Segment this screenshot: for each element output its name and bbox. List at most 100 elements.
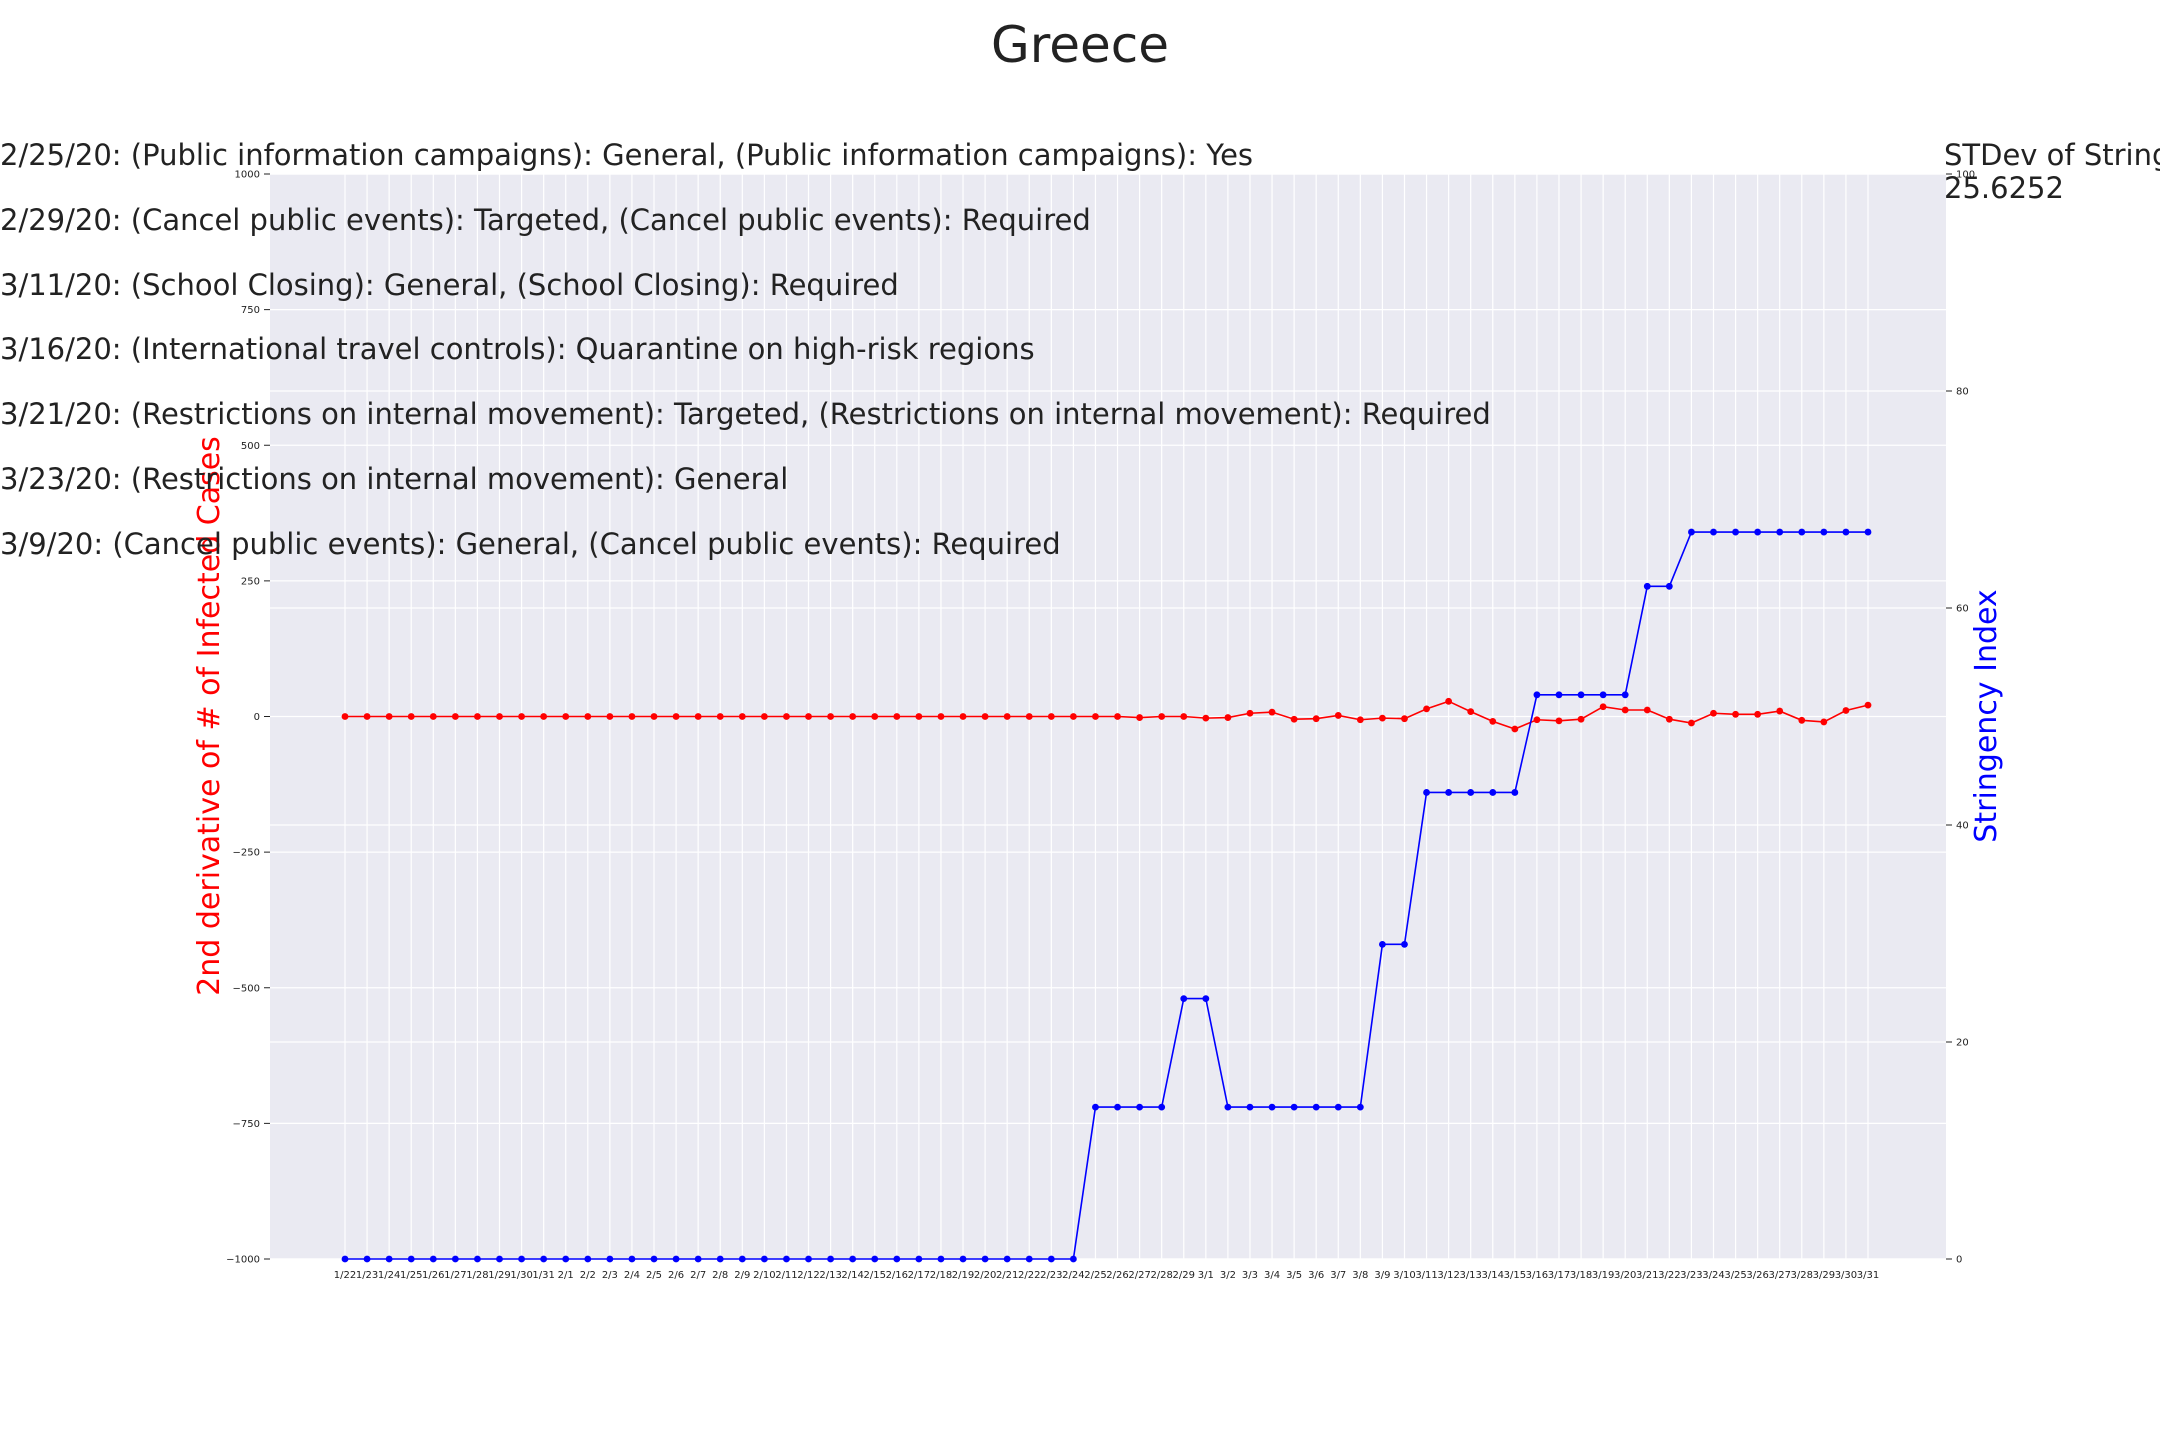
data-point: [1180, 713, 1188, 720]
data-point: [341, 713, 349, 720]
x-tick-label: 2/6: [668, 1270, 684, 1281]
annotation: 2/29/20: (Cancel public events): Targete…: [0, 203, 1091, 237]
data-point: [1820, 718, 1828, 726]
data-point: [893, 1255, 901, 1263]
data-point: [1268, 1103, 1276, 1111]
left-tick-label: 750: [241, 305, 260, 316]
x-tick-label: 2/26: [1106, 1270, 1128, 1281]
data-point: [474, 1255, 481, 1263]
right-tick-label: 20: [1956, 1038, 1969, 1049]
data-point: [562, 1255, 570, 1263]
x-tick-label: 2/1: [558, 1270, 574, 1281]
x-tick-label: 2/8: [712, 1270, 728, 1281]
data-point: [1025, 713, 1033, 720]
data-point: [518, 713, 525, 720]
stdev-label: STDev of Stringency: [1944, 138, 2160, 172]
left-tick-label: −500: [233, 983, 260, 994]
x-tick-label: 3/4: [1264, 1270, 1280, 1281]
right-tick-label: 100: [1956, 170, 1975, 181]
data-point: [1555, 691, 1563, 699]
data-point: [1334, 712, 1342, 719]
x-tick-label: 2/10: [753, 1270, 775, 1281]
series-derivative: [341, 697, 1872, 733]
data-point: [915, 1255, 923, 1263]
data-point: [849, 713, 857, 720]
data-point: [915, 713, 923, 720]
x-tick-label: 3/3: [1242, 1270, 1258, 1281]
x-tick-label: 2/18: [930, 1270, 952, 1281]
x-tick-label: 3/12: [1437, 1270, 1459, 1281]
data-point: [1047, 1255, 1055, 1263]
data-point: [606, 713, 614, 720]
data-point: [540, 1255, 548, 1263]
data-point: [1820, 528, 1828, 536]
annotation: 3/23/20: (Restrictions on internal movem…: [0, 462, 788, 496]
data-point: [871, 1255, 879, 1263]
x-tick-label: 1/25: [400, 1270, 422, 1281]
x-tick-label: 3/30: [1835, 1270, 1857, 1281]
data-point: [1180, 995, 1188, 1002]
data-point: [738, 1255, 746, 1263]
data-point: [1533, 691, 1541, 699]
left-tick-label: −1000: [226, 1255, 260, 1266]
annotation: 3/11/20: (School Closing): General, (Sch…: [0, 268, 899, 302]
x-tick-label: 1/26: [422, 1270, 444, 1281]
x-tick-label: 3/31: [1857, 1270, 1879, 1281]
data-point: [1643, 706, 1651, 714]
data-point: [1467, 708, 1475, 716]
x-tick-label: 3/14: [1482, 1270, 1504, 1281]
data-point: [407, 1255, 415, 1263]
x-tick-label: 1/24: [378, 1270, 400, 1281]
x-tick-label: 2/17: [908, 1270, 930, 1281]
x-tick-label: 2/25: [1084, 1270, 1106, 1281]
data-point: [1754, 710, 1762, 718]
data-point: [937, 1255, 945, 1263]
annotation: 3/9/20: (Cancel public events): General,…: [0, 527, 1061, 561]
series-stringency: [341, 528, 1872, 1263]
data-point: [1732, 528, 1739, 536]
data-point: [760, 1255, 768, 1263]
x-tick-label: 3/27: [1768, 1270, 1790, 1281]
data-point: [1092, 713, 1099, 720]
x-tick-label: 2/11: [775, 1270, 797, 1281]
data-point: [1776, 707, 1784, 715]
x-tick-label: 3/1: [1198, 1270, 1214, 1281]
data-point: [1069, 713, 1077, 720]
x-tick-label: 3/29: [1813, 1270, 1835, 1281]
data-point: [429, 1255, 437, 1263]
data-point: [1754, 528, 1762, 536]
data-point: [1710, 528, 1717, 536]
x-tick-label: 3/15: [1504, 1270, 1526, 1281]
data-point: [584, 713, 592, 720]
data-point: [1047, 713, 1055, 720]
data-point: [1003, 713, 1011, 720]
data-point: [1069, 1255, 1077, 1263]
x-tick-label: 2/13: [819, 1270, 841, 1281]
series: [341, 528, 1872, 1263]
data-point: [1092, 1103, 1099, 1111]
data-point: [893, 713, 901, 720]
data-point: [606, 1255, 614, 1263]
x-tick-label: 2/21: [996, 1270, 1018, 1281]
x-tick-label: 3/20: [1614, 1270, 1636, 1281]
data-point: [959, 1255, 967, 1263]
x-tick-label: 3/5: [1286, 1270, 1302, 1281]
data-point: [694, 713, 702, 720]
left-y-axis-label: 2nd derivative of # of Infected Cases: [192, 436, 227, 996]
data-point: [849, 1255, 857, 1263]
left-tick-label: 0: [254, 712, 260, 723]
data-point: [1577, 691, 1585, 699]
left-tick-label: −250: [233, 848, 260, 859]
data-point: [1445, 697, 1453, 705]
data-point: [1290, 1103, 1298, 1111]
data-point: [783, 713, 790, 720]
data-point: [738, 713, 746, 720]
right-tick-label: 40: [1956, 821, 1969, 832]
data-point: [562, 713, 570, 720]
data-point: [1158, 1103, 1166, 1111]
data-point: [672, 713, 680, 720]
policy-annotations: 2/25/20: (Public information campaigns):…: [0, 138, 1491, 561]
x-tick-label: 3/25: [1724, 1270, 1746, 1281]
x-tick-label: 2/15: [864, 1270, 886, 1281]
